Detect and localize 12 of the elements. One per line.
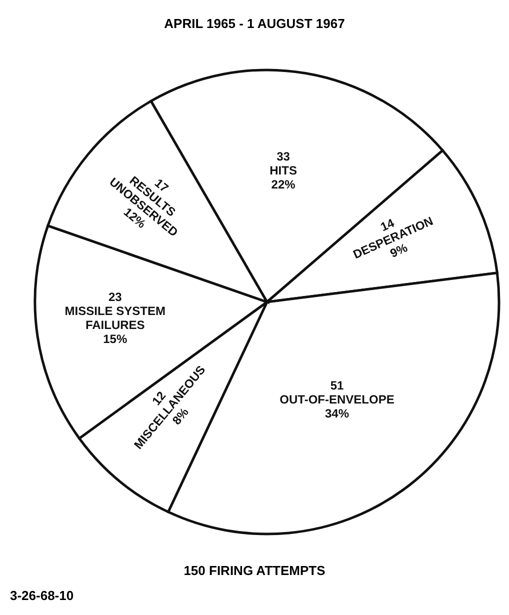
chart-title: APRIL 1965 - 1 AUGUST 1967	[163, 16, 346, 31]
text: 15%	[103, 332, 128, 346]
slice-label: MISSILE SYSTEM FAILURES	[64, 304, 166, 332]
data-label: 23	[108, 290, 122, 304]
text: 150 FIRING ATTEMPTS	[182, 563, 326, 578]
slice-label: OUT-OF-ENVELOPE	[280, 392, 394, 406]
text: 3-26-68-10	[10, 588, 74, 603]
text: 22%	[271, 177, 296, 192]
data-label: 51	[330, 378, 344, 392]
slice-label: HITS	[270, 163, 297, 178]
data-label: 33	[276, 149, 290, 164]
text: 34%	[324, 406, 350, 420]
